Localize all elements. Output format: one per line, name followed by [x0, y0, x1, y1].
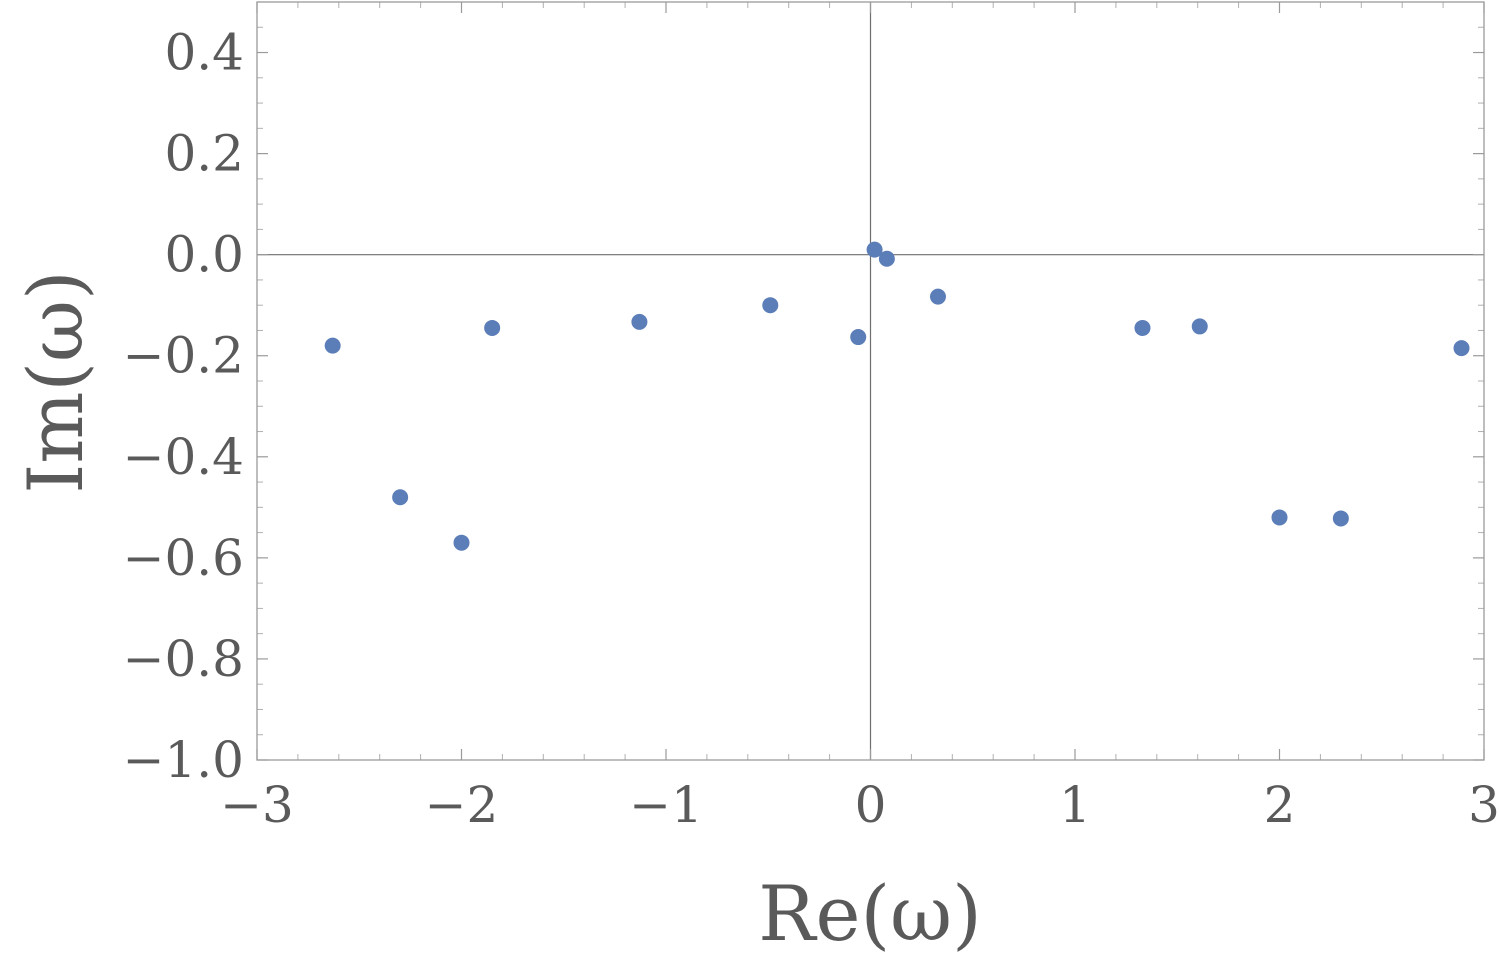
data-point	[631, 313, 648, 330]
zero-axes	[257, 2, 1484, 760]
y-tick-label: −0.6	[123, 529, 244, 587]
data-point	[1134, 319, 1151, 336]
minor-ticks	[257, 1, 1484, 760]
data-point	[324, 337, 341, 354]
data-points	[324, 241, 1470, 551]
x-tick-label: −1	[629, 776, 703, 834]
data-point	[1191, 318, 1208, 335]
data-point	[878, 250, 895, 267]
y-tick-label: −0.2	[123, 327, 244, 385]
plot-frame	[256, 1, 1485, 761]
y-tick-label: 0.0	[164, 226, 244, 284]
y-tick-label: −1.0	[123, 731, 244, 789]
data-point	[929, 288, 946, 305]
data-point	[850, 329, 867, 346]
y-tick-label: 0.4	[164, 24, 244, 82]
x-tick-labels: −3 −2 −1 0 1 2 3	[220, 776, 1500, 834]
x-axis-title: Re(ω)	[758, 869, 981, 958]
x-tick-label: 3	[1468, 776, 1500, 834]
data-point	[1453, 340, 1470, 357]
data-point	[484, 319, 501, 336]
data-point	[453, 534, 470, 551]
y-tick-label: 0.2	[164, 125, 244, 183]
x-tick-label: 2	[1264, 776, 1296, 834]
data-point	[1271, 509, 1288, 526]
data-point	[866, 241, 883, 258]
x-tick-label: 0	[855, 776, 887, 834]
y-tick-label: −0.8	[123, 630, 244, 688]
y-tick-labels: 0.4 0.2 0.0 −0.2 −0.4 −0.6 −0.8 −1.0	[123, 24, 244, 789]
x-tick-label: 1	[1059, 776, 1091, 834]
data-point	[392, 489, 409, 506]
y-axis-title: Im(ω)	[11, 270, 100, 493]
data-point	[1332, 510, 1349, 527]
x-tick-label: −3	[220, 776, 294, 834]
data-point	[762, 297, 779, 314]
x-tick-label: −2	[425, 776, 499, 834]
y-tick-label: −0.4	[123, 428, 244, 486]
